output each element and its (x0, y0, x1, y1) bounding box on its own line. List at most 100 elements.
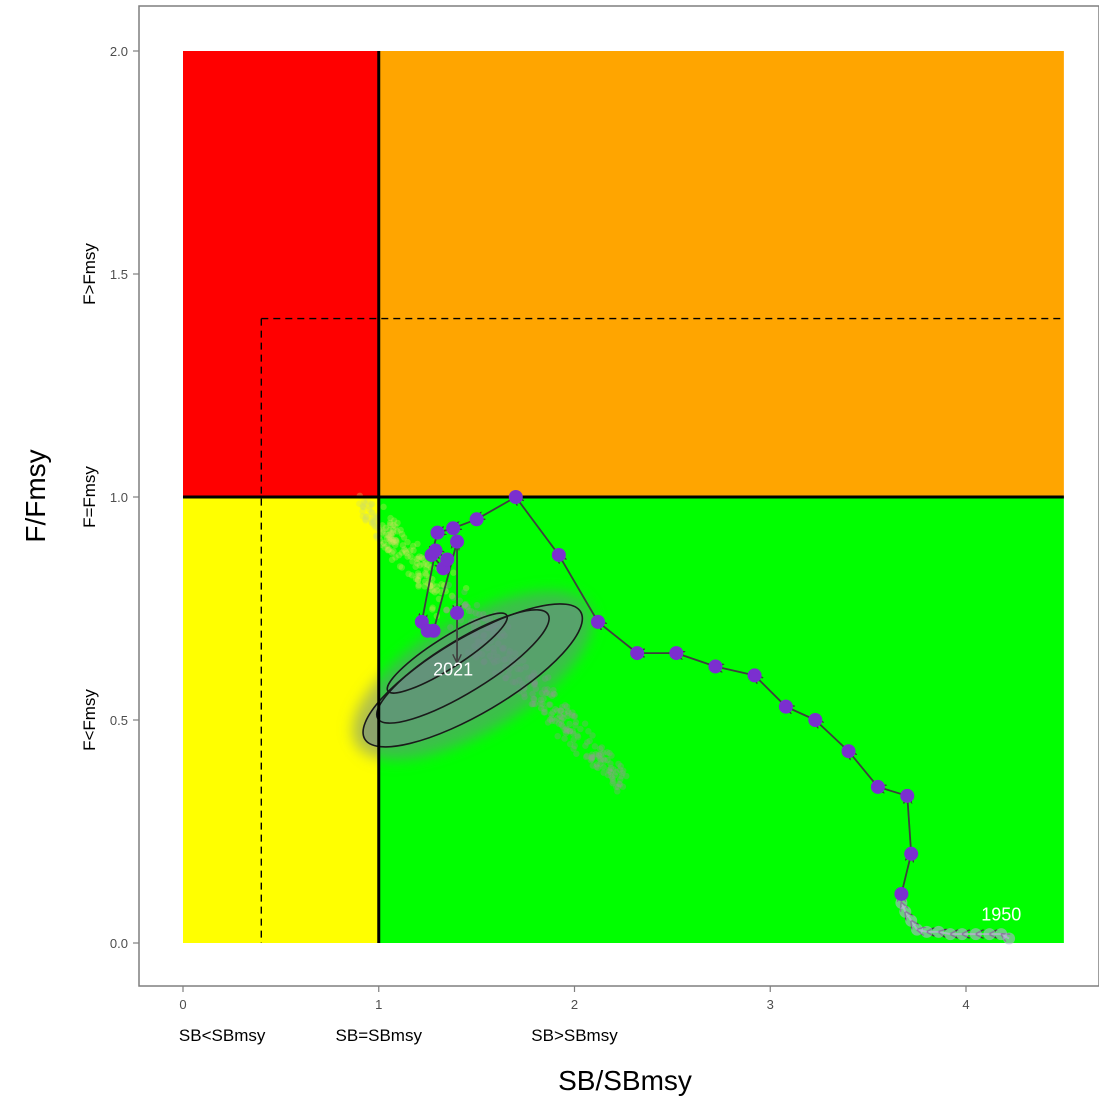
y-tick-label: 1.0 (110, 490, 128, 505)
cloud-point (604, 749, 611, 756)
cloud-point (548, 711, 555, 718)
cloud-point (586, 737, 593, 745)
year-labels: 1950 2021 (433, 659, 1021, 924)
cloud-point (568, 712, 576, 719)
cloud-point (392, 536, 399, 544)
cloud-point (462, 600, 469, 608)
cloud-point (615, 780, 623, 788)
quadrant-overfished (183, 497, 379, 943)
cloud-point (368, 509, 376, 516)
cloud-point (558, 717, 565, 724)
cloud-point (545, 701, 553, 708)
trajectory-point-faded (983, 928, 996, 941)
trajectory-point (630, 646, 645, 661)
cloud-point (563, 725, 570, 732)
cloud-point (588, 754, 596, 762)
cloud-point (386, 527, 393, 534)
cloud-point (589, 732, 596, 739)
cloud-point (616, 781, 624, 788)
cloud-point (565, 709, 572, 716)
cloud-point (597, 760, 604, 767)
cloud-point (537, 704, 545, 712)
cloud-point (407, 547, 414, 554)
trajectory-point (870, 779, 885, 794)
x-tick-label: 2 (571, 997, 578, 1012)
end-year-label: 2021 (433, 659, 473, 679)
cloud-point (392, 554, 399, 561)
cloud-point (410, 547, 417, 554)
trajectory-point (590, 614, 605, 629)
cloud-point (356, 500, 363, 507)
cloud-point (464, 603, 471, 610)
quadrant-overfished-overfishing (183, 51, 379, 497)
cloud-point (617, 762, 624, 770)
trajectory-segment (598, 622, 638, 654)
cloud-point (561, 710, 568, 717)
cloud-point (393, 537, 400, 544)
cloud-point (385, 546, 393, 553)
x-tick-label: 1 (375, 997, 382, 1012)
cloud-point (581, 720, 589, 727)
contour-line-3 (386, 612, 509, 694)
cloud-point (596, 755, 603, 762)
cloud-point (588, 751, 596, 758)
cloud-point (388, 530, 395, 537)
density-area (352, 591, 593, 760)
trajectory-point (551, 547, 566, 562)
cloud-point (366, 506, 373, 513)
y-zone-label: F=Fmsy (80, 466, 99, 528)
cloud-point (553, 715, 561, 722)
cloud-point (360, 498, 368, 505)
cloud-point (381, 544, 388, 551)
cloud-point (380, 503, 387, 511)
cloud-point (409, 558, 416, 565)
cloud-point (368, 519, 376, 527)
cloud-point (421, 583, 428, 590)
cloud-point (566, 740, 574, 748)
cloud-point (409, 542, 417, 550)
trajectory-segment (516, 497, 560, 556)
y-tick-label: 2.0 (110, 44, 128, 59)
cloud-point (540, 709, 548, 716)
cloud-point (570, 736, 577, 744)
cloud-point (573, 750, 580, 757)
cloud-point (433, 583, 440, 590)
cloud-point (386, 519, 394, 527)
cloud-point (368, 500, 375, 508)
cloud-point (383, 535, 391, 542)
cloud-point (558, 713, 565, 721)
cloud-point (415, 583, 422, 590)
trajectory-point (904, 846, 919, 861)
cloud-point (550, 690, 557, 697)
cloud-point (595, 752, 603, 760)
cloud-point (540, 695, 547, 702)
cloud-point (443, 606, 450, 613)
cloud-point (461, 601, 469, 609)
cloud-point (388, 556, 396, 563)
cloud-point (570, 745, 577, 752)
cloud-point (368, 509, 375, 516)
cloud-point (366, 503, 373, 510)
cloud-point (554, 732, 561, 740)
cloud-point (571, 742, 578, 750)
trajectory-point (900, 788, 915, 803)
cloud-point (593, 763, 600, 771)
cloud-point (461, 601, 469, 608)
cloud-point (589, 762, 597, 769)
cloud-point (385, 531, 392, 539)
cloud-point (561, 702, 569, 709)
cloud-point (422, 571, 430, 579)
cloud-point (390, 548, 397, 555)
cloud-point (408, 572, 416, 579)
y-tick-label: 0.5 (110, 713, 128, 728)
cloud-point (555, 720, 563, 727)
cloud-point (613, 783, 620, 791)
cloud-point (571, 712, 579, 720)
cloud-point (394, 519, 401, 527)
cloud-point (618, 772, 625, 780)
x-zone-label: SB<SBmsy (179, 1026, 266, 1045)
x-tick-label: 4 (962, 997, 969, 1012)
trajectory-segment (559, 555, 599, 623)
cloud-point (614, 783, 622, 791)
cloud-point (398, 549, 406, 556)
